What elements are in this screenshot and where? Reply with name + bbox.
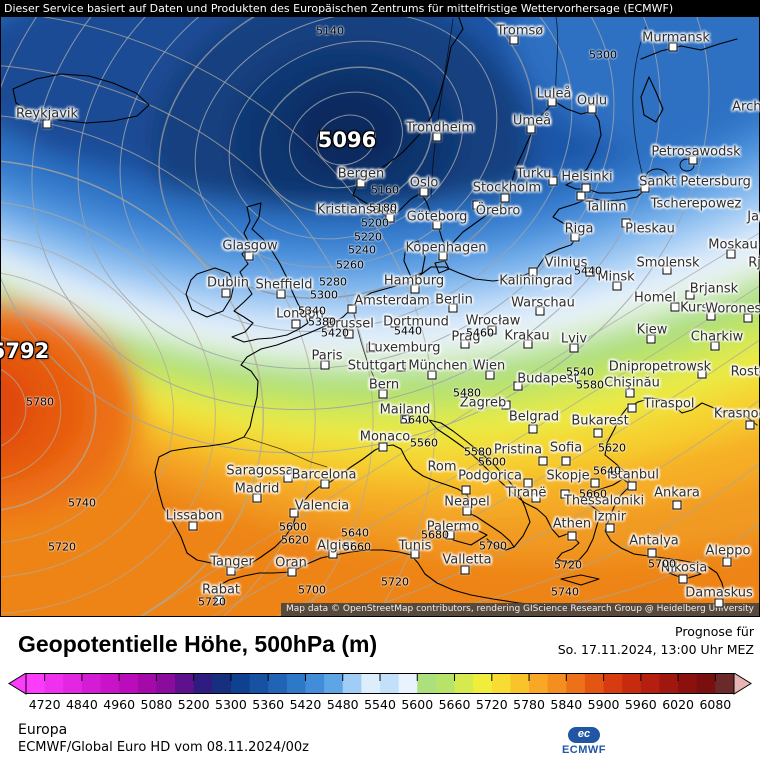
model-run-label: ECMWF/Global Euro HD vom 08.11.2024/00z <box>18 740 309 755</box>
region-label: Europa <box>18 722 68 738</box>
colorbar-tick-label: 5600 <box>401 697 434 712</box>
forecast-label: Prognose für <box>675 624 754 639</box>
colorbar-tick-label: 5420 <box>289 697 322 712</box>
ecmwf-logo-icon: ec <box>568 727 600 743</box>
footer: Europa ECMWF/Global Euro HD vom 08.11.20… <box>0 717 760 760</box>
geopotential-map: Map data © OpenStreetMap contributors, r… <box>0 17 760 617</box>
colorbar-tick-labels: 4720 4840 4960 5080 5200 5300 5360 5420 5480 5540… <box>0 697 760 713</box>
contour-lines <box>1 17 759 616</box>
colorbar-tick-label: 5780 <box>513 697 545 712</box>
disclaimer-bar: Dieser Service basiert auf Daten und Pro… <box>0 0 760 17</box>
colorbar-scale <box>8 673 752 695</box>
colorbar-tick-label: 5540 <box>364 697 396 712</box>
disclaimer-text: Dieser Service basiert auf Daten und Pro… <box>4 2 674 15</box>
page-title: Geopotentielle Höhe, 500hPa (m) <box>18 631 378 657</box>
map-attribution: Map data © OpenStreetMap contributors, r… <box>281 603 759 616</box>
ecmwf-logo-text: ECMWF <box>561 744 607 756</box>
field-fill <box>1 17 759 616</box>
colorbar-tick-label: 5300 <box>215 697 247 712</box>
colorbar-tick-label: 5660 <box>438 697 471 712</box>
colorbar-tick-label: 5840 <box>550 697 583 712</box>
map-canvas <box>1 17 759 616</box>
colorbar-tick-label: 6020 <box>662 697 694 712</box>
colorbar-tick-label: 4720 <box>28 697 61 712</box>
forecast-info: Prognose für So. 17.11.2024, 13:00 Uhr M… <box>558 623 754 659</box>
coastlines <box>12 17 758 610</box>
title-strip: Geopotentielle Höhe, 500hPa (m) Prognose… <box>0 617 760 673</box>
colorbar-tick-label: 5720 <box>475 697 508 712</box>
colorbar-tick-label: 5080 <box>140 697 173 712</box>
colorbar-tick-label: 4840 <box>65 697 98 712</box>
colorbar-tick-label: 5900 <box>587 697 620 712</box>
colorbar-tick-label: 5960 <box>624 697 657 712</box>
colorbar-tick-label: 5360 <box>252 697 285 712</box>
colorbar-tick-label: 5480 <box>326 697 359 712</box>
ecmwf-logo: ec ECMWF <box>558 722 610 756</box>
forecast-time: So. 17.11.2024, 13:00 Uhr MEZ <box>557 642 754 658</box>
colorbar-tick-label: 5200 <box>177 697 210 712</box>
colorbar-tick-label: 6080 <box>699 697 732 712</box>
colorbar: 4720 4840 4960 5080 5200 5300 5360 5420 5480 5540… <box>0 673 760 717</box>
colorbar-tick-label: 4960 <box>103 697 136 712</box>
